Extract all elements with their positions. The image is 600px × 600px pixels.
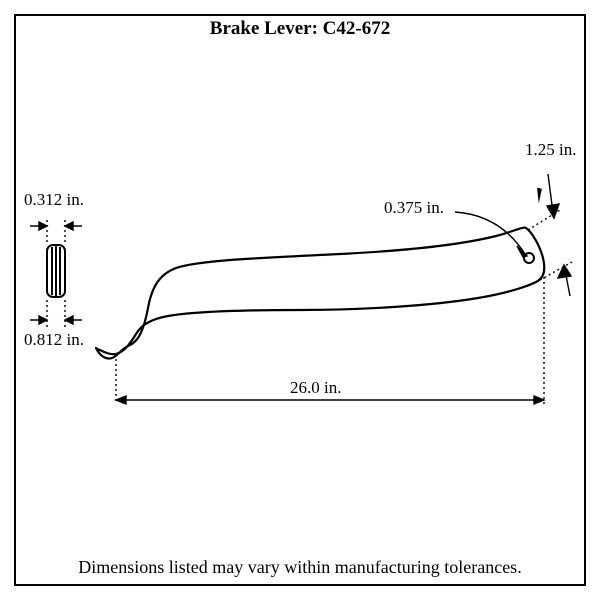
- pin: [47, 245, 65, 297]
- label-pin-height: 0.812 in.: [24, 330, 84, 350]
- dim-tip: [528, 174, 572, 296]
- label-length: 26.0 in.: [290, 378, 341, 398]
- diagram-footer: Dimensions listed may vary within manufa…: [0, 557, 600, 578]
- dim-pin-height: [30, 300, 82, 328]
- dim-hole: [455, 212, 527, 257]
- lever-body: [96, 228, 544, 359]
- label-hole: 0.375 in.: [384, 198, 444, 218]
- label-pin-width: 0.312 in.: [24, 190, 84, 210]
- label-tip: 1.25 in.: [525, 140, 576, 160]
- dim-pin-width: [30, 218, 82, 242]
- diagram-drawing: [0, 0, 600, 600]
